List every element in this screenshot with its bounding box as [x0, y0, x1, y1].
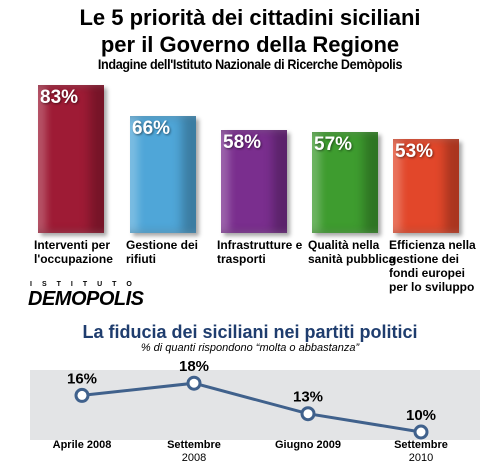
bar-chart-title: Le 5 priorità dei cittadini siciliani pe…	[79, 5, 421, 57]
value-label: 57%	[314, 133, 353, 155]
x-tick-label: Giugno 2009	[274, 439, 342, 451]
bar	[221, 129, 287, 233]
bar	[312, 131, 378, 233]
x-tick-label: Settembre 2010	[394, 439, 448, 464]
bar	[38, 85, 104, 233]
category-label: Interventi per l'occupazione	[34, 238, 113, 266]
bar	[393, 138, 459, 233]
x-tick-label: Aprile 2008	[52, 439, 112, 451]
value-label: 18%	[179, 358, 209, 375]
category-label: Gestione dei rifiuti	[126, 238, 199, 266]
line-chart-subtitle: % di quanti rispondono “molta o abbastan…	[140, 342, 360, 354]
value-label: 13%	[293, 389, 323, 406]
marker	[186, 375, 202, 391]
value-label: 58%	[223, 131, 262, 153]
bar-chart-subtitle: Indagine dell'Istituto Nazionale di Rice…	[97, 56, 403, 72]
marker	[413, 424, 429, 440]
value-label: 16%	[67, 370, 97, 387]
line-chart-title: La fiducia dei siciliani nei partiti pol…	[82, 322, 418, 342]
logo-top: ISTITUTO	[30, 281, 142, 288]
value-label: 83%	[40, 87, 79, 109]
line	[81, 381, 422, 434]
value-label: 53%	[395, 140, 434, 162]
bar	[130, 115, 196, 233]
line-chart: 16% 18% 13% 10%	[30, 358, 480, 440]
marker	[74, 387, 90, 403]
category-label: Infrastrutture e trasporti	[217, 238, 303, 266]
value-label: 66%	[132, 117, 171, 139]
x-tick-label: Settembre 2008	[167, 439, 221, 464]
category-label: Efficienza nella gestione dei fondi euro…	[389, 238, 476, 294]
logo-name: DEMOPOLIS	[28, 288, 144, 310]
value-label: 10%	[406, 407, 436, 424]
category-label: Qualità nella sanità pubblica	[308, 238, 396, 266]
marker	[300, 406, 316, 422]
